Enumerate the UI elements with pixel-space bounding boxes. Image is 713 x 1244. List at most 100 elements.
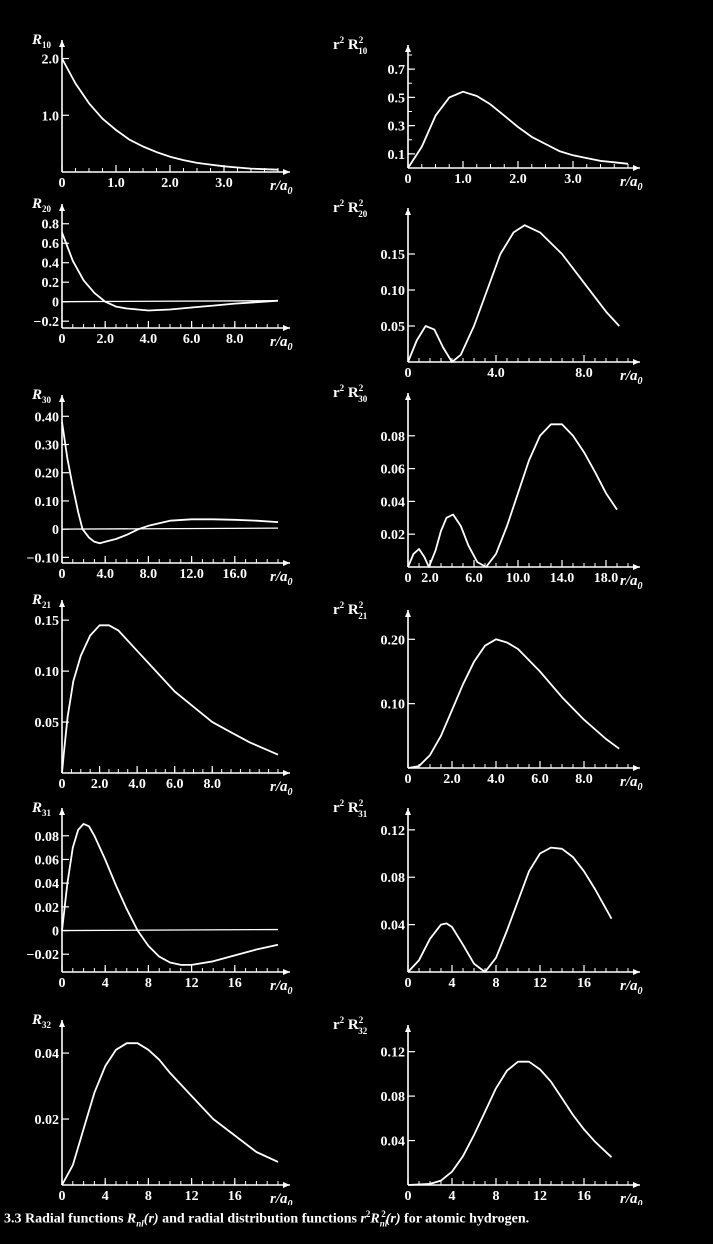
y-tick-label: 0.04 <box>35 877 60 892</box>
x-axis-arrow <box>633 969 640 975</box>
y-tick-label: 0 <box>52 296 59 311</box>
chart-R21: 0 2.0 4.0 6.0 8.0 0.05 0.10 0.15 r/a0 R21 <box>31 592 293 798</box>
x-tick-label: 0 <box>59 176 66 191</box>
x-tick-label: 16 <box>228 1189 242 1204</box>
chart-r2R20: 0 4.0 8.0 0.05 0.10 0.15 r/a0 r2 R2 20 <box>333 198 643 387</box>
chart-R30: 0 4.0 8.0 12.0 16.0−0.1000.100.200.300.40r/a… <box>27 387 293 588</box>
x-tick-label: 12 <box>533 976 547 991</box>
y-tick-label: 0.8 <box>42 218 60 233</box>
x-axis-label: r/a0 <box>620 1191 643 1205</box>
x-tick-label: 14.0 <box>550 571 575 586</box>
x-tick-label: 6.0 <box>465 571 483 586</box>
x-tick-label: 16 <box>577 976 591 991</box>
x-tick-label: 8.0 <box>140 567 158 582</box>
y-axis-title: r2 R2 30 <box>333 383 368 404</box>
x-axis-arrow <box>633 1182 640 1188</box>
y-axis-title: r2 R2 20 <box>333 198 368 219</box>
series-curve <box>61 58 279 171</box>
y-axis-title: R31 <box>31 800 52 818</box>
x-axis-label: r/a0 <box>270 569 293 588</box>
x-tick-label: 0 <box>59 332 66 347</box>
y-axis-arrow <box>59 40 65 47</box>
y-tick-label: 0.2 <box>42 276 60 291</box>
caption-func-r2: r <box>360 1211 366 1227</box>
y-tick-label: 0.02 <box>35 1113 60 1128</box>
chart-r2R10: 0 1.0 2.0 3.0 0.1 0.3 0.5 0.7 r/a0 r2 R2 10 <box>333 35 643 193</box>
x-tick-label: 0 <box>405 1189 412 1204</box>
x-axis-arrow <box>283 169 290 175</box>
y-axis-title: R20 <box>31 196 52 214</box>
y-axis-arrow <box>405 393 411 400</box>
caption-text-c: for atomic hydrogen. <box>400 1211 530 1227</box>
series-curve <box>61 421 279 545</box>
caption-number: 3.3 <box>4 1211 22 1227</box>
x-tick-label: 1.0 <box>454 172 472 187</box>
y-tick-label: 0.04 <box>381 919 406 934</box>
x-tick-label: 2.0 <box>443 772 461 787</box>
y-tick-label: 0.08 <box>35 830 60 845</box>
x-tick-label: 2.0 <box>421 571 439 586</box>
series-curve <box>61 232 279 312</box>
y-tick-label: 0.4 <box>42 257 60 272</box>
x-tick-label: 4.0 <box>140 332 158 347</box>
x-tick-label: 6.0 <box>183 332 201 347</box>
y-tick-label: −0.10 <box>27 551 59 566</box>
x-tick-label: 0 <box>405 772 412 787</box>
x-tick-label: 6.0 <box>166 777 184 792</box>
series-curve <box>407 638 620 769</box>
y-tick-label: 0.02 <box>381 528 406 543</box>
x-tick-label: 0 <box>405 571 412 586</box>
caption-arg-r2: (r) <box>385 1211 401 1227</box>
x-axis-label: r/a0 <box>270 978 293 997</box>
x-axis-label: r/a0 <box>620 978 643 997</box>
x-axis-label: r/a0 <box>620 573 643 592</box>
y-tick-label: 0.04 <box>381 1135 406 1150</box>
series-curve <box>407 1060 613 1186</box>
y-tick-label: 0.10 <box>35 665 60 680</box>
series-curve <box>407 846 613 973</box>
x-tick-label: 4 <box>102 976 109 991</box>
x-axis-arrow <box>283 969 290 975</box>
y-axis-title: R10 <box>31 32 52 50</box>
y-axis-arrow <box>405 610 411 617</box>
caption-func-R2: R <box>370 1211 380 1227</box>
y-tick-label: −0.2 <box>34 315 59 330</box>
y-tick-label: 0.30 <box>35 439 60 454</box>
y-tick-label: 0.04 <box>381 495 406 510</box>
y-tick-label: 0.15 <box>381 248 406 263</box>
x-tick-label: 8.0 <box>575 366 593 381</box>
x-axis-label: r/a0 <box>270 334 293 353</box>
x-tick-label: 4.0 <box>128 777 146 792</box>
y-axis-title: R30 <box>31 387 52 405</box>
chart-r2R30: 0 2.0 6.0 10.0 14.0 18.0 0.02 0.04 0.06 0.08 r/a0 r… <box>333 383 643 592</box>
y-tick-label: 0.3 <box>388 120 406 135</box>
x-tick-label: 0 <box>405 976 412 991</box>
x-tick-label: 0 <box>59 1189 66 1204</box>
y-tick-label: 0.5 <box>388 91 406 106</box>
y-tick-label: 0.12 <box>381 1046 406 1061</box>
zero-line <box>61 527 279 530</box>
chart-r2R31: 0 4 8 12 16 0.04 0.08 0.12 r/a0 r2 R2 31 <box>333 798 643 997</box>
y-tick-label: 0.10 <box>381 284 406 299</box>
x-tick-label: 3.0 <box>564 172 582 187</box>
x-axis-label: r/a0 <box>270 1191 293 1205</box>
y-tick-label: 0.04 <box>35 1047 60 1062</box>
x-tick-label: 4.0 <box>487 366 505 381</box>
x-tick-label: 16.0 <box>223 567 248 582</box>
caption-sub-nl: nl <box>136 1218 144 1229</box>
y-tick-label: 0.10 <box>35 495 60 510</box>
x-axis-label: r/a0 <box>270 178 293 197</box>
y-axis-title: r2 R2 32 <box>333 1015 368 1036</box>
y-axis-arrow <box>405 1025 411 1032</box>
y-tick-label: 0.08 <box>381 871 406 886</box>
y-axis-title: R32 <box>31 1012 52 1030</box>
x-axis-arrow <box>283 770 290 776</box>
y-axis-arrow <box>405 808 411 815</box>
x-axis-arrow <box>633 765 640 771</box>
x-tick-label: 4 <box>449 976 456 991</box>
x-tick-label: 8 <box>493 976 500 991</box>
x-tick-label: 0 <box>59 976 66 991</box>
series-curve <box>61 1042 279 1186</box>
y-axis-title: r2 R2 21 <box>333 600 368 621</box>
